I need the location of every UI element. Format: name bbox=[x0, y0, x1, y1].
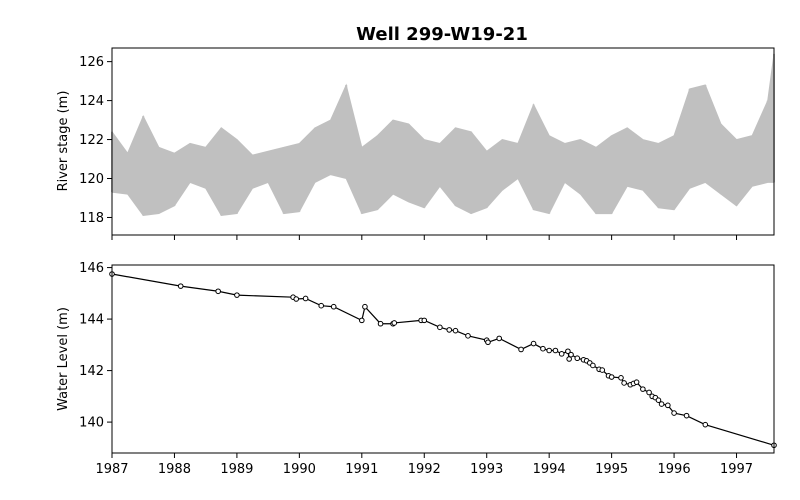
water-level-point bbox=[683, 412, 690, 419]
water-level-x-tick-label: 1996 bbox=[658, 462, 691, 477]
river-stage-y-tick-label: 118 bbox=[79, 211, 104, 226]
water-level-point bbox=[215, 288, 221, 295]
water-level-point bbox=[530, 340, 537, 347]
river-stage-y-tick-label: 122 bbox=[79, 133, 104, 148]
water-level-plot-area bbox=[109, 271, 777, 449]
river-stage-y-ticks: 118 120 122 124 126 bbox=[79, 55, 112, 226]
water-level-point bbox=[655, 397, 662, 404]
water-level-x-tick-label: 1989 bbox=[220, 462, 253, 477]
river-stage-y-tick-label: 120 bbox=[79, 172, 104, 187]
water-level-point bbox=[485, 339, 491, 346]
water-level-point bbox=[391, 320, 398, 326]
water-level-x-tick-label: 1994 bbox=[533, 462, 566, 477]
water-level-point bbox=[599, 367, 606, 373]
water-level-x-tick-label: 1992 bbox=[408, 462, 441, 477]
water-level-point bbox=[177, 283, 184, 289]
water-level-point bbox=[293, 296, 300, 302]
river-stage-x-ticks bbox=[111, 235, 738, 240]
water-level-point bbox=[318, 302, 325, 309]
water-level-y-tick-label: 142 bbox=[79, 364, 104, 379]
chart-title: Well 299-W19-21 bbox=[356, 24, 528, 45]
water-level-x-tick-label: 1997 bbox=[720, 462, 753, 477]
water-level-point bbox=[359, 317, 365, 324]
water-level-point bbox=[574, 355, 581, 362]
water-level-point bbox=[446, 327, 453, 333]
water-level-point bbox=[302, 295, 309, 302]
water-level-y-tick-label: 140 bbox=[79, 416, 104, 431]
water-level-x-tick-label: 1993 bbox=[470, 462, 503, 477]
water-level-point bbox=[377, 320, 384, 327]
water-level-point bbox=[330, 303, 337, 310]
water-level-x-tick-label: 1987 bbox=[95, 462, 128, 477]
water-level-y-tick-label: 146 bbox=[79, 261, 104, 276]
water-level-point bbox=[640, 386, 646, 392]
water-level-point bbox=[618, 375, 624, 381]
water-level-point bbox=[540, 345, 546, 352]
water-level-point bbox=[518, 346, 524, 353]
water-level-y-tick-label: 144 bbox=[79, 313, 104, 328]
water-level-axes-frame bbox=[111, 264, 775, 454]
water-level-point bbox=[496, 335, 503, 342]
water-level-point bbox=[546, 347, 552, 354]
water-level-point bbox=[621, 380, 627, 386]
water-level-point bbox=[658, 401, 665, 407]
water-level-point bbox=[565, 348, 571, 355]
water-level-point bbox=[558, 351, 565, 357]
water-level-x-tick-label: 1995 bbox=[595, 462, 628, 477]
water-level-y-axis-label: Water Level (m) bbox=[56, 307, 71, 411]
water-level-point bbox=[646, 389, 652, 396]
water-level-x-tick-label: 1988 bbox=[158, 462, 191, 477]
water-level-x-ticks: 1987 1988 1989 1990 1991 1992 1993 1994 1995 1996… bbox=[95, 453, 753, 477]
water-level-point bbox=[234, 292, 240, 298]
water-level-point bbox=[437, 324, 443, 331]
water-level-x-tick-label: 1991 bbox=[345, 462, 378, 477]
river-stage-y-tick-label: 124 bbox=[79, 94, 104, 109]
water-level-panel: 140 142 144 146 1987 1988 1989 1990 1991 1992 199… bbox=[56, 261, 777, 477]
water-level-point bbox=[702, 421, 709, 428]
water-level-point bbox=[568, 351, 574, 358]
river-stage-y-tick-label: 126 bbox=[79, 55, 104, 70]
water-level-point bbox=[421, 317, 428, 324]
water-level-point bbox=[362, 303, 368, 310]
water-level-point bbox=[665, 402, 671, 409]
water-level-point bbox=[465, 333, 471, 339]
water-level-point bbox=[671, 410, 677, 416]
river-stage-y-axis-label: River stage (m) bbox=[56, 91, 71, 192]
water-level-y-ticks: 140 142 144 146 bbox=[79, 261, 112, 431]
water-level-point bbox=[552, 347, 559, 354]
river-stage-axes-frame bbox=[111, 47, 775, 236]
water-level-point bbox=[633, 379, 640, 385]
water-level-x-tick-label: 1990 bbox=[283, 462, 316, 477]
water-level-line bbox=[111, 273, 775, 446]
water-level-point bbox=[590, 362, 596, 369]
river-stage-plot-area bbox=[111, 53, 775, 217]
water-level-point bbox=[608, 374, 615, 380]
river-stage-panel: 118 120 122 124 126 River stage (m) bbox=[56, 47, 775, 240]
water-level-point bbox=[452, 327, 459, 334]
